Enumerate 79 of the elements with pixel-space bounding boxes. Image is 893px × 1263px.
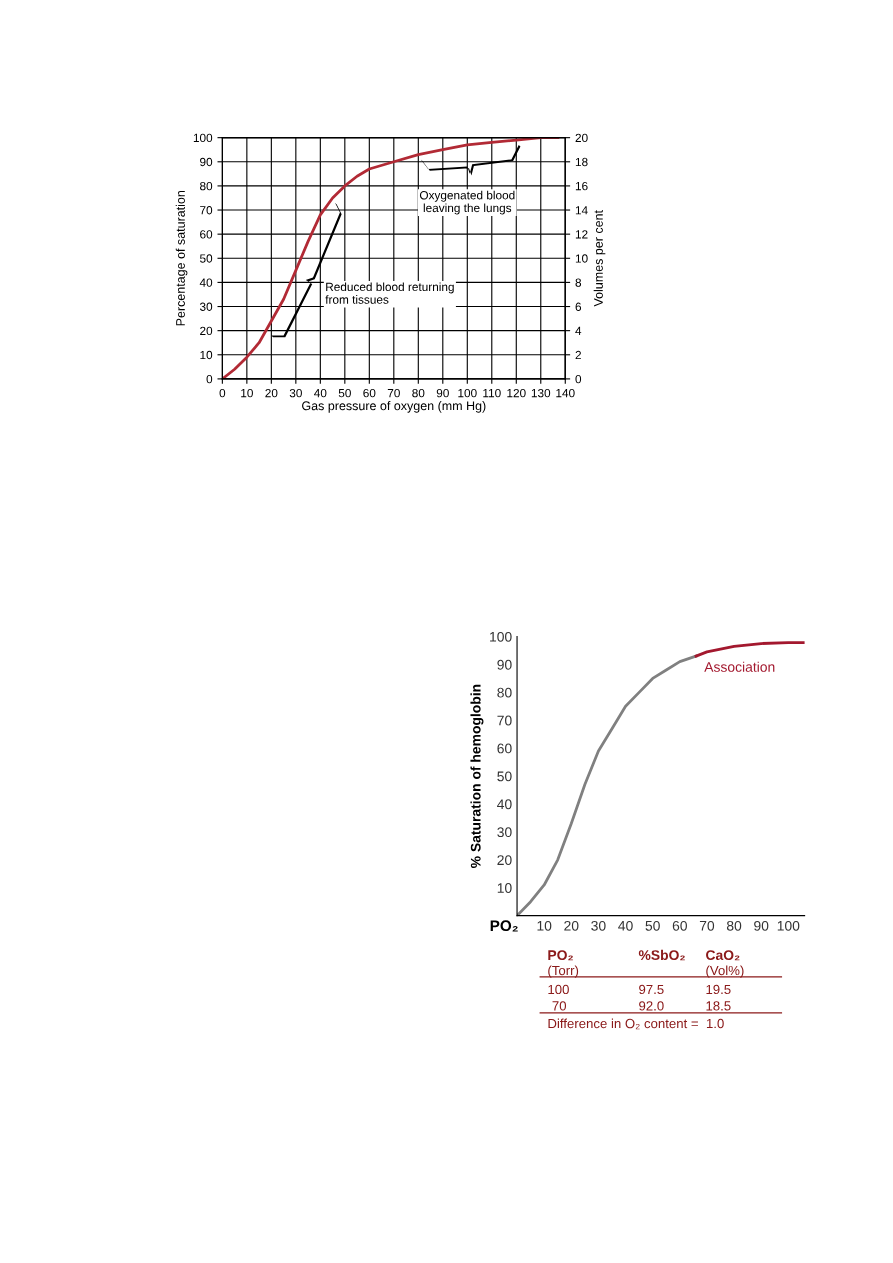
y-tick-label: 80 [200,181,213,191]
y2-tick-label: 10 [575,254,588,263]
x-tick-label: 0 [219,388,226,398]
x-tick-label: 40 [314,388,327,398]
y-tick-label: 90 [200,157,213,167]
x-axis-title: PO₂ [490,920,518,932]
y-tick-label: 20 [497,855,512,866]
text: %SbO₂ [638,949,685,961]
x-tick-label: 90 [754,920,769,931]
text: (Vol%) [706,965,744,978]
text: 19.5 [706,984,731,995]
x-axis-title: Gas pressure of oxygen (mm Hg) [302,401,486,413]
y-tick-label: 100 [490,631,512,642]
text: 70 [552,1001,567,1011]
x-tick-label: 130 [531,388,551,398]
y-tick-label: 70 [200,206,213,215]
y-axis-title: Percentage of saturation [175,190,188,326]
y-tick-label: 30 [497,827,512,838]
y-tick-label: 100 [193,133,213,143]
x-tick-label: 40 [618,920,633,931]
x-tick-label: 140 [556,388,575,398]
y2-tick-label: 2 [575,350,581,360]
y2-tick-label: 12 [575,230,588,239]
x-tick-label: 30 [591,920,606,931]
y2-axis-title: Volumes per cent [593,210,606,307]
y2-tick-label: 4 [575,326,582,335]
y-tick-label: 20 [200,326,213,336]
y-tick-label: 0 [206,374,213,384]
x-tick-label: 10 [241,388,253,398]
line-series [517,654,698,916]
y-tick-label: 50 [497,771,512,782]
y-tick-label: 50 [199,254,213,263]
x-tick-label: 70 [387,388,400,398]
y2-tick-label: 6 [575,302,582,311]
series-label: Association [704,661,775,672]
y2-tick-label: 16 [575,181,588,191]
x-tick-label: 20 [564,920,579,931]
y-tick-label: 60 [200,230,213,239]
text: 18.5 [706,1001,731,1011]
x-tick-label: 20 [265,388,278,398]
line-series [694,641,805,658]
annotation: Reduced blood returning from tissues [325,282,454,304]
x-tick-label: 50 [338,388,351,398]
y2-tick-label: 8 [575,278,582,287]
x-tick-label: 10 [537,920,552,931]
x-tick-label: 110 [483,388,501,398]
x-tick-label: 120 [507,388,526,398]
x-tick-label: 100 [777,920,800,931]
y-tick-label: 30 [199,302,213,311]
x-tick-label: 90 [436,388,449,398]
y2-tick-label: 20 [575,133,588,143]
x-tick-label: 80 [726,920,742,931]
y-tick-label: 80 [497,687,512,698]
y2-tick-label: 18 [575,157,588,167]
x-tick-label: 30 [289,388,302,398]
y-tick-label: 90 [497,659,512,670]
x-tick-label: 80 [412,388,425,398]
x-tick-label: 70 [699,920,715,931]
text: 100 [548,984,569,995]
x-tick-label: 60 [363,388,376,398]
annotation: Oxygenated blood leaving the lungs [419,190,515,215]
text: 97.5 [639,984,664,995]
y2-tick-label: 14 [575,206,588,215]
text: Difference in O₂ content = 1.0 [548,1018,724,1030]
x-tick-label: 60 [672,920,687,931]
y2-tick-label: 0 [575,374,582,384]
text: CaO₂ [706,950,740,961]
text: 92.0 [639,1001,664,1011]
y-tick-label: 70 [497,715,512,726]
text: PO₂ [548,950,573,961]
x-tick-label: 50 [645,920,660,931]
y-tick-label: 60 [497,743,512,754]
y-tick-label: 40 [199,278,213,287]
y-tick-label: 10 [497,883,512,893]
y-axis-title: % Saturation of hemoglobin [470,684,484,868]
y-tick-label: 40 [497,799,512,810]
x-tick-label: 100 [458,388,477,398]
y-tick-label: 10 [200,350,213,360]
text: (Torr) [548,965,579,978]
